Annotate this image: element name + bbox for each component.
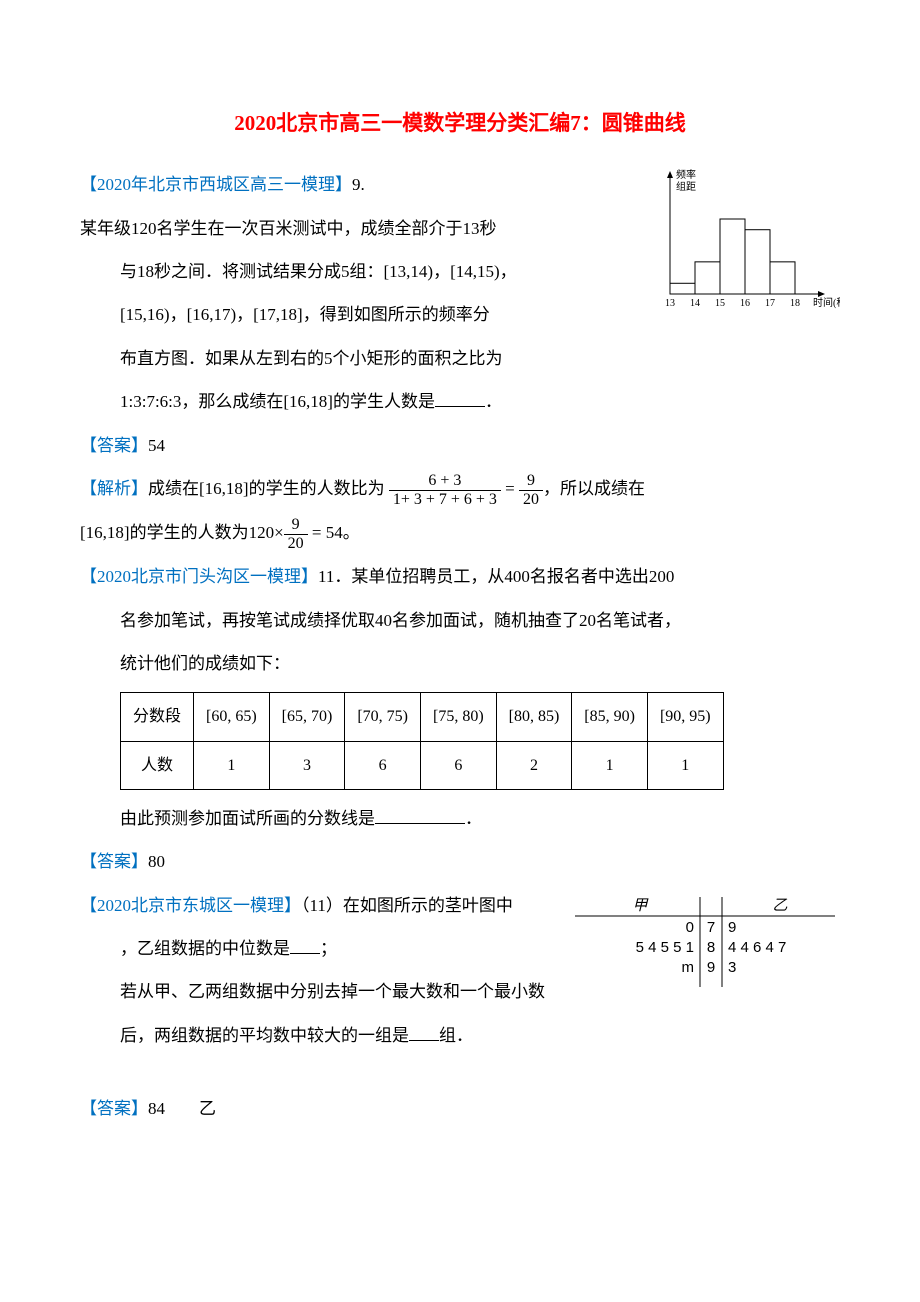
explain-p2b: 120× (249, 523, 284, 542)
blank (435, 390, 485, 407)
q11b-num: （11） (301, 896, 343, 915)
explain-p1: 成绩在[16,18]的学生的人数比为 (148, 479, 385, 498)
frac-num: 6 + 3 (389, 472, 501, 491)
eq: = (505, 479, 515, 498)
svg-text:频率: 频率 (676, 168, 696, 181)
q11b-source: 【2020北京市东城区一模理】 (80, 896, 301, 915)
q11b-p1: 在如图所示的茎叶图中 (343, 896, 513, 915)
q11b: 甲乙0795 4 5 5 184 4 6 4 7m93 【2020北京市东城区一… (80, 887, 840, 1061)
answer-label: 【答案】 (80, 1099, 148, 1118)
table-cell: [85, 90) (572, 693, 648, 741)
svg-text:13: 13 (665, 298, 675, 309)
table-cell: [70, 75) (345, 693, 421, 741)
q9-p5-end: ． (485, 392, 502, 411)
frac-num: 9 (284, 516, 308, 535)
q11a: 【2020北京市门头沟区一模理】11．某单位招聘员工，从400名报名者中选出20… (80, 558, 840, 880)
svg-text:7: 7 (707, 919, 715, 936)
table-cell: 1 (647, 741, 723, 789)
q11b-p2: ，乙组数据的中位数是 (120, 939, 290, 958)
svg-text:17: 17 (765, 298, 775, 309)
svg-text:18: 18 (790, 298, 800, 309)
q11a-p1: 某单位招聘员工，从400名报名者中选出200 (351, 567, 674, 586)
table-cell: 1 (194, 741, 270, 789)
q11b-p4: 后，两组数据的平均数中较大的一组是 (120, 1026, 409, 1045)
blank (290, 937, 320, 954)
table-cell: 6 (420, 741, 496, 789)
q11b-p2-end: ； (320, 939, 337, 958)
table-cell: [60, 65) (194, 693, 270, 741)
table-cell: 3 (269, 741, 345, 789)
blank (375, 807, 465, 824)
q9: 频率组距 13 14 15 16 17 18 时间(秒) 【2020年北京市西城区高三一模理】… (80, 166, 840, 552)
frac-den: 1+ 3 + 7 + 6 + 3 (389, 491, 501, 509)
table-cell: 1 (572, 741, 648, 789)
q9-source: 【2020年北京市西城区高三一模理】 (80, 175, 352, 194)
answer-label: 【答案】 (80, 436, 148, 455)
explain-p2c: = 54 (312, 523, 343, 542)
q11a-p4a: 由此预测参加面试所画的分数线是 (120, 809, 375, 828)
histogram-chart: 频率组距 13 14 15 16 17 18 时间(秒) (640, 166, 840, 326)
explain-p2a: [16,18]的学生的人数为 (80, 523, 249, 542)
fraction-2: 920 (519, 472, 543, 508)
frac-num: 9 (519, 472, 543, 491)
svg-text:0: 0 (686, 919, 694, 936)
q9-num: 9. (352, 175, 365, 194)
q9-p5: 1:3:7:6:3，那么成绩在[16,18]的学生人数是 (120, 392, 435, 411)
frac-den: 20 (284, 535, 308, 553)
svg-text:m: m (682, 959, 695, 976)
fraction-1: 6 + 31+ 3 + 7 + 6 + 3 (389, 472, 501, 508)
answer-value: 84 乙 (148, 1099, 216, 1118)
explain-p2-end: 。 (343, 523, 360, 542)
q11b-p4-end: 组． (439, 1026, 473, 1045)
q11a-p4b: ． (465, 809, 482, 828)
frac-den: 20 (519, 491, 543, 509)
table-cell: [65, 70) (269, 693, 345, 741)
page-title: 2020北京市高三一模数学理分类汇编7：圆锥曲线 (80, 100, 840, 146)
table-cell: 人数 (121, 741, 194, 789)
table-cell: [75, 80) (420, 693, 496, 741)
blank (409, 1024, 439, 1041)
svg-text:3: 3 (728, 959, 736, 976)
table-cell: 6 (345, 741, 421, 789)
svg-text:15: 15 (715, 298, 725, 309)
svg-text:甲: 甲 (632, 898, 649, 914)
explain-p1-end: ，所以成绩在 (543, 479, 645, 498)
svg-text:9: 9 (728, 919, 736, 936)
svg-text:4 4 6 4 7: 4 4 6 4 7 (728, 939, 786, 956)
svg-text:8: 8 (707, 939, 715, 956)
q9-p4: 布直方图．如果从左到右的5个小矩形的面积之比为 (80, 340, 840, 377)
explain-label: 【解析】 (80, 479, 148, 498)
stem-leaf-plot: 甲乙0795 4 5 5 184 4 6 4 7m93 (570, 892, 840, 1005)
svg-text:9: 9 (707, 959, 715, 976)
svg-text:组距: 组距 (676, 180, 696, 193)
table-cell: 分数段 (121, 693, 194, 741)
answer-label: 【答案】 (80, 852, 148, 871)
svg-text:14: 14 (690, 298, 700, 309)
table-cell: 2 (496, 741, 572, 789)
table-cell: [80, 85) (496, 693, 572, 741)
q11a-source: 【2020北京市门头沟区一模理】 (80, 567, 318, 586)
score-table: 分数段[60, 65)[65, 70)[70, 75)[75, 80)[80, … (120, 692, 724, 789)
answer-value: 80 (148, 852, 165, 871)
q11a-p2: 名参加笔试，再按笔试成绩择优取40名参加面试，随机抽查了20名笔试者， (80, 602, 840, 639)
table-cell: [90, 95) (647, 693, 723, 741)
svg-text:乙: 乙 (772, 898, 787, 914)
svg-text:时间(秒): 时间(秒) (813, 296, 840, 309)
svg-text:16: 16 (740, 298, 750, 309)
q11a-num: 11． (318, 567, 351, 586)
fraction-3: 920 (284, 516, 308, 552)
q11a-p3: 统计他们的成绩如下： (80, 645, 840, 682)
answer-value: 54 (148, 436, 165, 455)
svg-text:5 4 5 5 1: 5 4 5 5 1 (636, 939, 694, 956)
